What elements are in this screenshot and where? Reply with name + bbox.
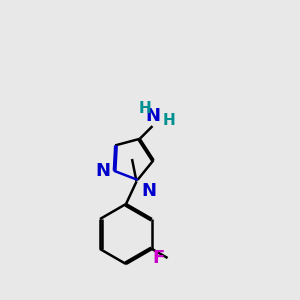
Text: N: N	[142, 182, 157, 200]
Text: N: N	[146, 106, 161, 124]
Text: N: N	[95, 162, 110, 180]
Text: H: H	[139, 101, 151, 116]
Text: H: H	[162, 112, 175, 128]
Text: F: F	[152, 249, 165, 267]
